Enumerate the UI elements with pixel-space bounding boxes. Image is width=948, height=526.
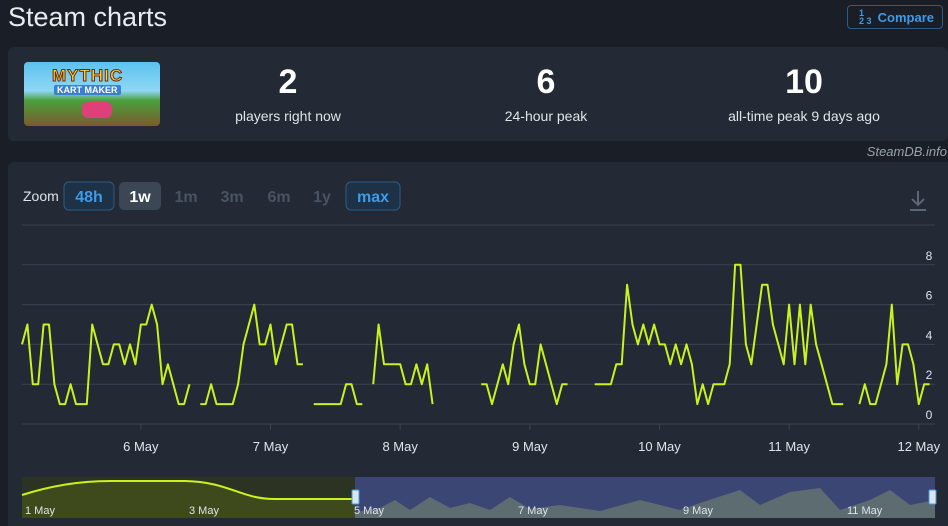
navigator-label: 9 May bbox=[683, 505, 713, 517]
navigator-area bbox=[22, 481, 355, 518]
stat-value: 10 bbox=[785, 63, 823, 101]
navigator-mini bbox=[355, 488, 935, 518]
logo-line: KART MAKER bbox=[54, 85, 121, 95]
navigator-label: 7 May bbox=[518, 505, 548, 517]
navigator-label: 5 May bbox=[354, 505, 384, 517]
x-tick-label: 8 May bbox=[382, 439, 418, 454]
y-tick-label: 4 bbox=[926, 328, 933, 342]
stat: 6 24-hour peak bbox=[426, 63, 666, 124]
y-tick-label: 8 bbox=[926, 249, 933, 263]
zoom-option[interactable]: 6m bbox=[267, 189, 290, 206]
stat-label: players right now bbox=[235, 108, 341, 124]
stat: 2 players right now bbox=[168, 63, 408, 124]
zoom-button[interactable] bbox=[119, 182, 161, 210]
stat-label: 24-hour peak bbox=[504, 108, 588, 124]
navigator-label: 11 May bbox=[847, 505, 883, 517]
navigator-line bbox=[21, 480, 355, 500]
x-tick-label: 9 May bbox=[512, 439, 548, 454]
stat: 10 all-time peak 9 days ago bbox=[684, 63, 924, 124]
stat-label: all-time peak 9 days ago bbox=[728, 108, 880, 124]
x-tick-label: 10 May bbox=[638, 439, 681, 454]
download-glyph bbox=[910, 191, 926, 211]
credit: SteamDB.info bbox=[866, 144, 947, 159]
x-tick-label: 6 May bbox=[123, 439, 159, 454]
y-tick-label: 2 bbox=[926, 368, 933, 382]
x-tick-label: 12 May bbox=[897, 439, 940, 454]
zoom-button[interactable] bbox=[63, 181, 115, 211]
page-title: Steam charts bbox=[8, 2, 168, 32]
logo-line: MYTHIC bbox=[51, 66, 124, 86]
zoom-option[interactable]: 1m bbox=[174, 189, 197, 206]
y-tick-label: 0 bbox=[926, 408, 933, 422]
navigator-handle[interactable] bbox=[928, 489, 937, 505]
zoom-label: Zoom bbox=[23, 188, 59, 204]
navigator-label: 3 May bbox=[189, 505, 219, 517]
download-icon[interactable] bbox=[910, 191, 926, 211]
zoom-option[interactable]: 1y bbox=[313, 189, 331, 206]
y-tick-label: 6 bbox=[926, 289, 933, 303]
zoom-button[interactable] bbox=[345, 181, 401, 211]
logo-kart bbox=[82, 102, 112, 118]
game-logo: MYTHIC KART MAKER bbox=[24, 62, 160, 126]
zoom-option[interactable]: 3m bbox=[220, 189, 243, 206]
stat-value: 2 bbox=[278, 63, 298, 101]
stat-value: 6 bbox=[536, 63, 556, 101]
navigator-label: 1 May bbox=[25, 505, 55, 517]
zoom-option[interactable]: max bbox=[357, 189, 389, 206]
zoom-option[interactable]: 48h bbox=[75, 189, 103, 206]
x-tick-label: 11 May bbox=[768, 439, 810, 454]
navigator-handle[interactable] bbox=[351, 489, 360, 505]
zoom-option[interactable]: 1w bbox=[129, 189, 151, 206]
series-line bbox=[21, 263, 930, 406]
stats-panel: MYTHIC KART MAKER 2 players right now 6 … bbox=[8, 47, 948, 141]
x-tick-label: 7 May bbox=[253, 439, 289, 454]
compare-label: Compare bbox=[877, 9, 934, 25]
